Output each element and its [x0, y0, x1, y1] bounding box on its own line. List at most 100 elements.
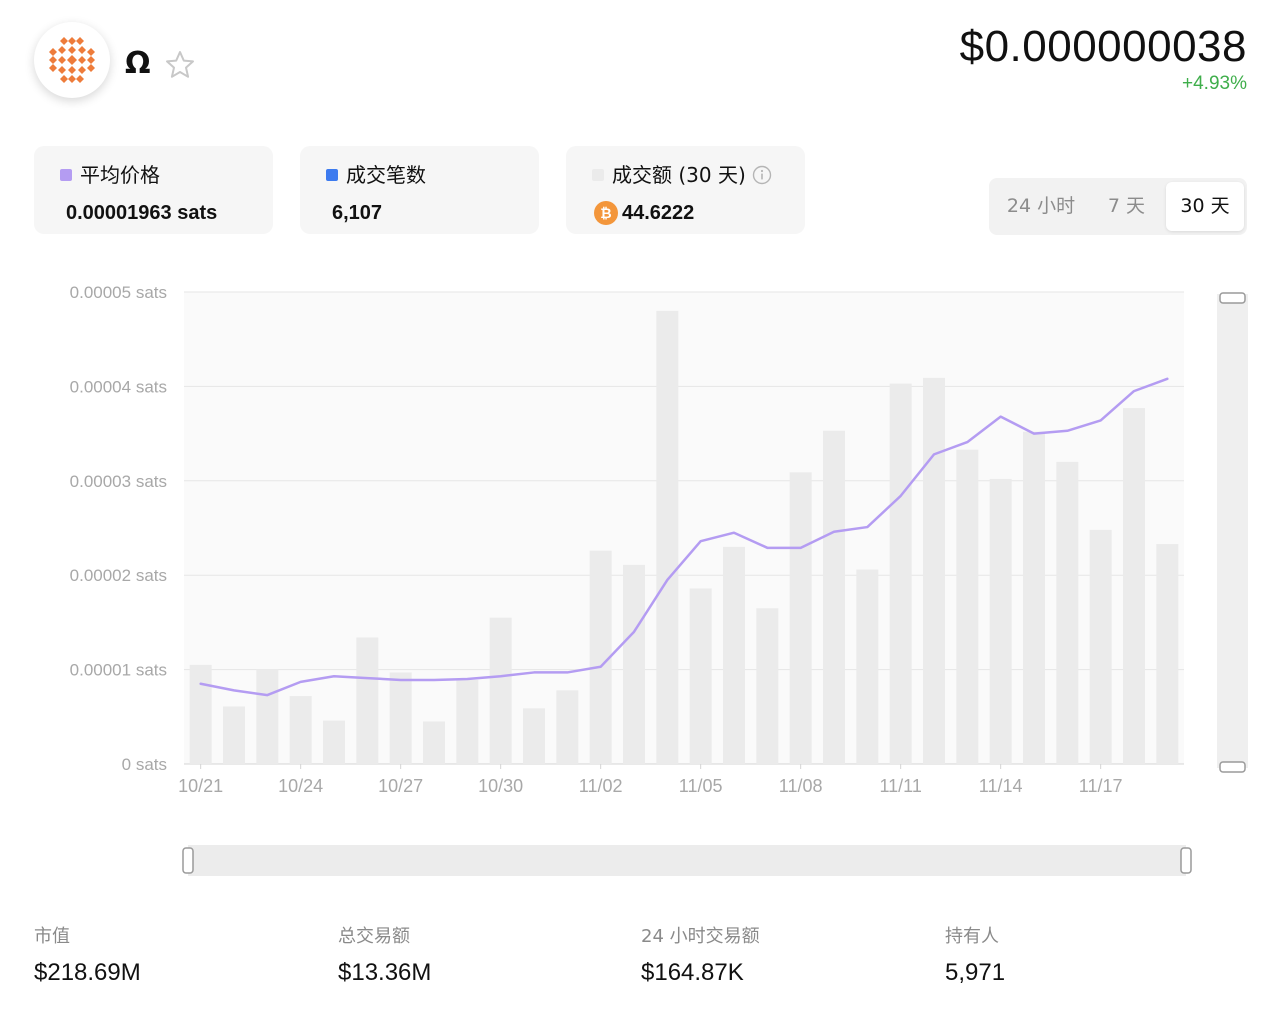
vertical-zoom-slider[interactable]	[1217, 294, 1248, 768]
volume-bar[interactable]	[923, 377, 945, 764]
volume-bar[interactable]	[356, 637, 379, 764]
y-tick-label: 0.00001 sats	[70, 661, 167, 680]
logo-diamond	[87, 48, 95, 56]
logo-diamond	[67, 55, 77, 65]
logo-diamond	[60, 75, 68, 83]
horizontal-slider-left-handle[interactable]	[182, 847, 194, 874]
volume-bar[interactable]	[956, 449, 979, 764]
volume-bar[interactable]	[789, 472, 812, 764]
volume-bar[interactable]	[256, 669, 279, 764]
trade-count-label: 成交笔数	[346, 163, 426, 187]
volume-bar[interactable]	[756, 608, 779, 764]
logo-diamond	[49, 56, 57, 64]
x-tick-label: 10/24	[278, 776, 323, 796]
logo-diamond	[68, 37, 76, 45]
vertical-slider-top-handle[interactable]	[1219, 292, 1246, 304]
volume-bar[interactable]	[389, 672, 412, 764]
y-tick-label: 0.00003 sats	[70, 472, 167, 491]
volume-bar[interactable]	[623, 564, 645, 764]
volume-bar[interactable]	[289, 696, 312, 764]
volume-swatch	[592, 169, 604, 181]
x-tick-label: 11/17	[1079, 776, 1123, 796]
volume-bar[interactable]	[589, 550, 612, 764]
volume-bar[interactable]	[523, 708, 545, 764]
vertical-slider-bottom-handle[interactable]	[1219, 761, 1246, 773]
range-7d-button[interactable]: 7 天	[1107, 195, 1146, 217]
svg-text:₿: ₿	[600, 206, 611, 222]
logo-diamond	[76, 75, 84, 83]
market-cap-value: $218.69M	[34, 959, 141, 986]
trade-count-value: 6,107	[332, 202, 383, 224]
range-24h-button[interactable]: 24 小时	[1006, 195, 1076, 217]
volume-bar[interactable]	[823, 430, 845, 764]
volume-bar[interactable]	[723, 546, 745, 764]
x-tick-label: 11/05	[679, 776, 723, 796]
volume-bar[interactable]	[223, 706, 245, 764]
logo-diamond	[76, 37, 84, 45]
bitcoin-icon: ₿	[594, 201, 618, 225]
avg-price-value: 0.00001963 sats	[66, 202, 218, 224]
volume-bar[interactable]	[323, 720, 345, 764]
y-tick-label: 0 sats	[122, 755, 167, 774]
token-price: $0.000000038	[959, 22, 1247, 71]
avg-price-label: 平均价格	[80, 163, 160, 187]
avg-price-swatch	[60, 169, 72, 181]
volume-bar[interactable]	[989, 478, 1012, 764]
y-tick-label: 0.00002 sats	[70, 566, 167, 585]
volume-label: 成交额 (30 天)	[612, 163, 746, 187]
volume-24h-label: 24 小时交易额	[641, 926, 760, 947]
logo-diamond	[78, 56, 86, 64]
volume-bar[interactable]	[856, 569, 879, 764]
holders-value: 5,971	[945, 959, 1006, 986]
volume-bar[interactable]	[1123, 408, 1145, 764]
range-toggle: 24 小时 7 天 30 天	[989, 178, 1247, 235]
volume-bar[interactable]	[423, 721, 445, 764]
total-volume-value: $13.36M	[338, 959, 432, 986]
plot-background	[184, 292, 1184, 764]
volume-bar[interactable]	[1023, 431, 1045, 764]
x-tick-label: 11/14	[979, 776, 1023, 796]
token-logo-mark	[49, 37, 95, 83]
avg-price-card: 平均价格 0.00001963 sats	[34, 146, 273, 234]
volume-bar[interactable]	[689, 588, 712, 764]
x-tick-label: 11/08	[779, 776, 823, 796]
token-name: Ω	[125, 46, 151, 81]
volume-bar[interactable]	[656, 310, 679, 764]
horizontal-slider-right-handle[interactable]	[1180, 847, 1192, 874]
logo-diamond	[78, 46, 86, 54]
volume-bar[interactable]	[489, 617, 512, 764]
avg-price-line[interactable]	[199, 377, 1169, 697]
volume-bar[interactable]	[556, 690, 579, 764]
token-logo	[34, 22, 110, 98]
volume-bar[interactable]	[189, 664, 212, 764]
logo-diamond	[68, 66, 76, 74]
logo-diamond	[60, 37, 68, 45]
logo-diamond	[58, 46, 66, 54]
volume-bar[interactable]	[456, 679, 479, 764]
x-tick-label: 10/27	[378, 776, 423, 796]
info-icon[interactable]	[752, 165, 772, 185]
logo-diamond	[87, 64, 95, 72]
y-tick-label: 0.00005 sats	[70, 283, 167, 302]
logo-diamond	[58, 56, 66, 64]
logo-diamond	[68, 75, 76, 83]
volume-bar[interactable]	[1156, 544, 1179, 764]
volume-bar[interactable]	[1056, 461, 1079, 764]
logo-diamond	[49, 48, 57, 56]
market-cap-label: 市值	[34, 926, 70, 947]
volume-24h-value: $164.87K	[641, 959, 744, 986]
horizontal-zoom-slider[interactable]	[188, 845, 1186, 876]
y-tick-label: 0.00004 sats	[70, 377, 167, 396]
x-tick-label: 10/21	[178, 776, 223, 796]
logo-diamond	[87, 56, 95, 64]
volume-bar[interactable]	[1089, 529, 1112, 764]
volume-card: 成交额 (30 天) ₿ 44.6222	[566, 146, 805, 234]
price-change: +4.93%	[1182, 73, 1247, 94]
total-volume-label: 总交易额	[338, 926, 410, 947]
range-30d-button[interactable]: 30 天	[1166, 182, 1244, 231]
logo-diamond	[49, 64, 57, 72]
trade-count-swatch	[326, 169, 338, 181]
volume-bar[interactable]	[889, 383, 912, 764]
price-volume-chart: 0 sats 0.00001 sats 0.00002 sats 0.00003 sa…	[70, 283, 1248, 876]
star-icon[interactable]	[164, 49, 196, 81]
